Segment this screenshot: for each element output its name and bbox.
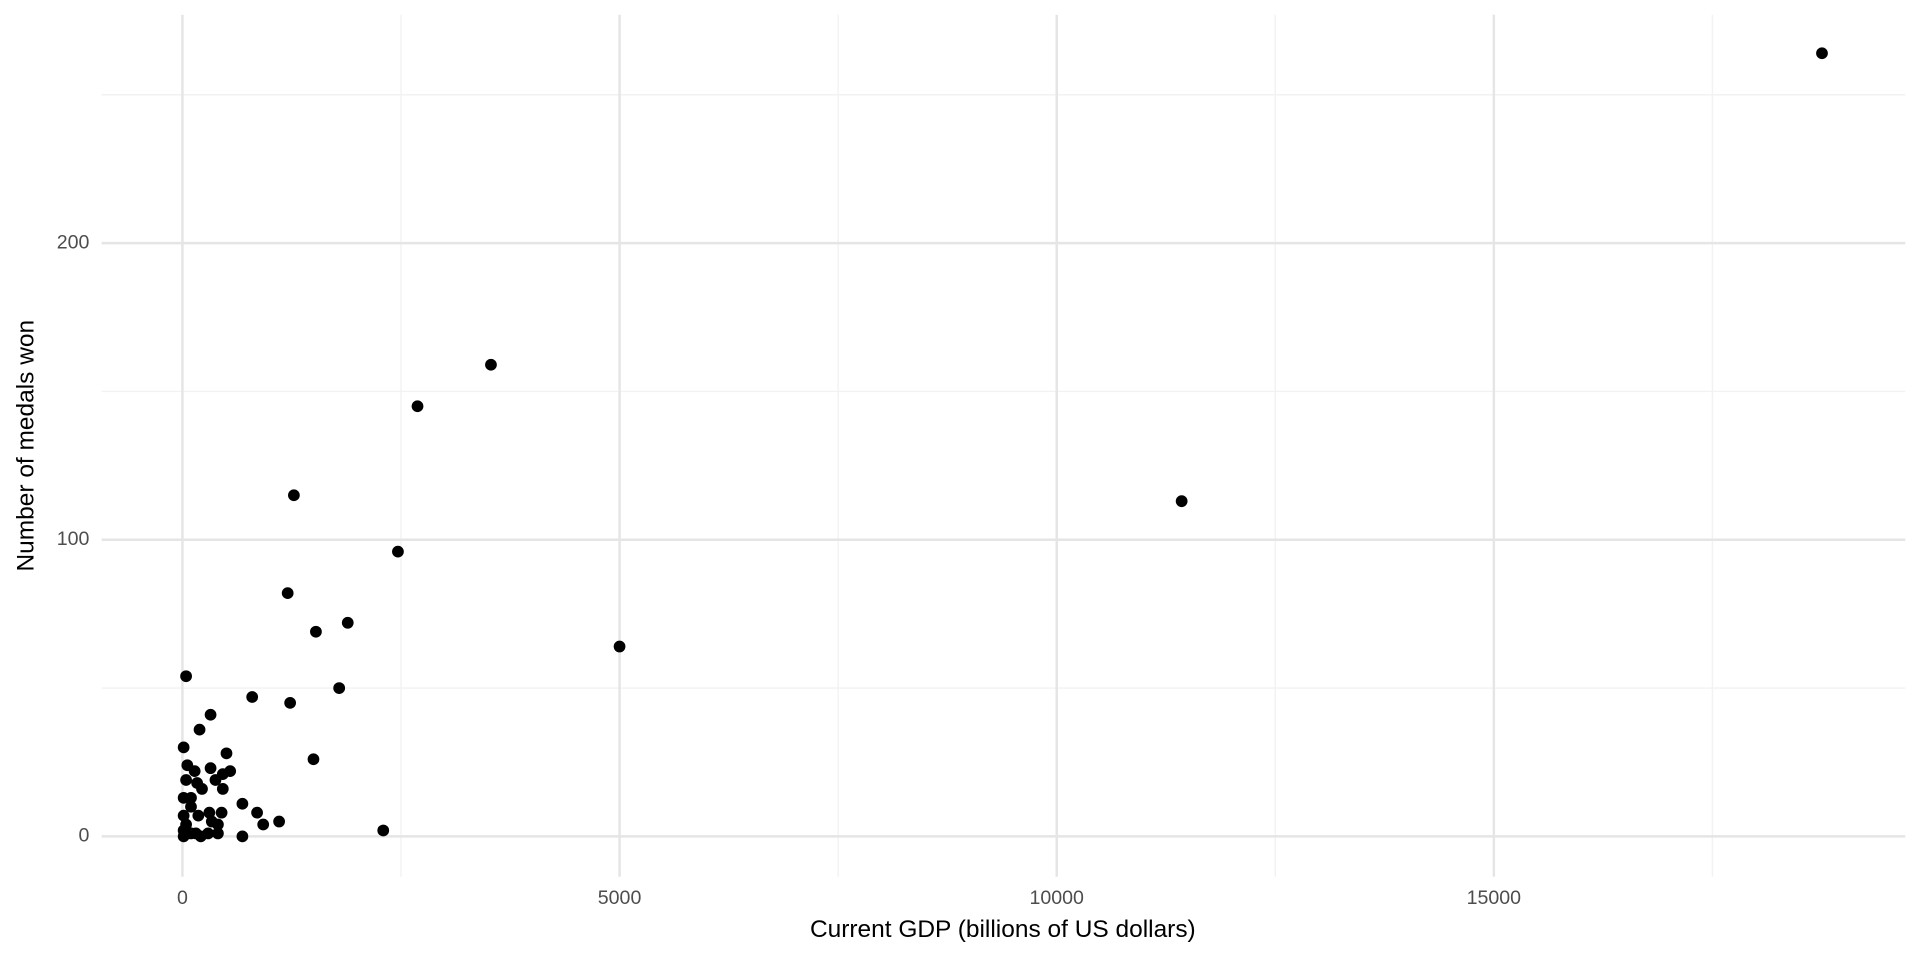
points <box>177 47 1828 843</box>
point <box>196 783 208 795</box>
point <box>1816 47 1828 60</box>
point <box>485 358 497 371</box>
point <box>307 753 320 766</box>
point <box>273 815 285 828</box>
point <box>177 809 190 822</box>
x-axis-title: Current GDP (billions of US dollars) <box>810 916 1196 943</box>
point <box>613 640 626 653</box>
point <box>411 400 424 413</box>
point <box>185 827 197 840</box>
point <box>209 774 222 786</box>
point <box>310 625 322 638</box>
point <box>185 791 197 804</box>
point <box>212 827 224 840</box>
point <box>246 691 259 703</box>
point <box>392 545 404 558</box>
grid <box>101 14 1906 877</box>
point <box>204 762 217 775</box>
x-tick-label: 0 <box>177 887 188 909</box>
point <box>341 616 354 629</box>
point <box>288 489 300 502</box>
point <box>215 806 228 819</box>
point <box>1175 495 1188 508</box>
point <box>284 697 297 709</box>
x-tick-label: 10000 <box>1029 887 1084 909</box>
y-axis-title: Number of medals won <box>12 320 39 572</box>
point <box>194 830 207 843</box>
point <box>185 800 197 813</box>
point <box>216 783 229 795</box>
point <box>333 682 346 694</box>
point <box>193 723 206 736</box>
point <box>212 818 224 831</box>
point <box>251 806 263 819</box>
point <box>192 809 205 822</box>
y-tick-label: 100 <box>57 528 90 550</box>
point <box>177 741 190 754</box>
point <box>257 818 270 831</box>
point <box>281 587 294 600</box>
y-tick-label: 200 <box>57 231 90 253</box>
y-tick-label: 0 <box>78 825 89 847</box>
point <box>180 774 192 786</box>
point <box>203 806 216 819</box>
x-tick-label: 5000 <box>598 887 642 909</box>
point <box>220 747 233 760</box>
point <box>204 708 217 721</box>
point <box>236 797 249 810</box>
point <box>236 830 249 843</box>
point <box>180 670 192 683</box>
x-tick-label: 15000 <box>1467 887 1522 909</box>
point <box>377 824 390 837</box>
point <box>188 765 201 778</box>
